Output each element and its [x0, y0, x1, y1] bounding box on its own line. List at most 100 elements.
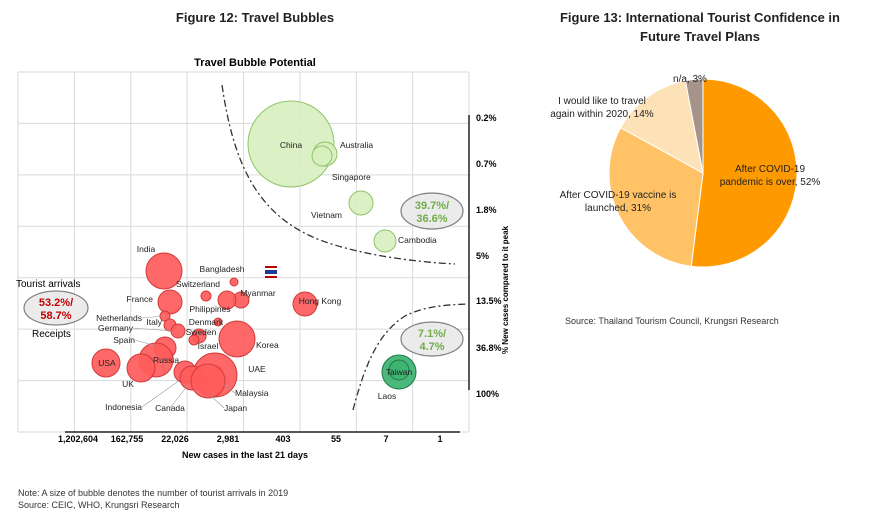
- y-axis-label: % New cases compared to it peak: [501, 225, 510, 354]
- label-china: China: [280, 140, 302, 150]
- leader-line: [169, 384, 189, 409]
- bubble-usa: [91, 348, 121, 378]
- label-netherlands: Netherlands: [96, 313, 142, 323]
- bubbles-layer: [91, 100, 417, 399]
- x-axis-label: New cases in the last 21 days: [182, 450, 308, 460]
- tourist-arrivals-label: Tourist arrivals: [16, 279, 80, 290]
- y-tick-label: 5%: [476, 251, 489, 261]
- y-tick-label: 100%: [476, 389, 499, 399]
- label-sweden: Sweden: [186, 327, 217, 337]
- annotation-lower-line2: 4.7%: [419, 341, 444, 353]
- leader-line: [134, 339, 157, 347]
- bubble-singapore: [311, 145, 333, 167]
- pie-labels: After COVID-19 pandemic is over, 52% After…: [550, 74, 820, 214]
- bubble-france: [157, 289, 183, 315]
- label-denmark: Denmark: [189, 317, 224, 327]
- annotation-thailand-oval: [23, 290, 89, 326]
- pie-slices: [608, 78, 798, 268]
- y-tick-label: 0.7%: [476, 159, 497, 169]
- pie-label-0: pandemic is over, 52%: [720, 177, 821, 188]
- label-vietnam: Vietnam: [311, 210, 342, 220]
- label-uae: UAE: [248, 364, 266, 374]
- bubble-uk: [126, 353, 156, 383]
- fig13-source: Source: Thailand Tourism Council, Krungs…: [565, 316, 779, 326]
- x-tick-label: 7: [383, 434, 388, 444]
- label-bangladesh: Bangladesh: [200, 264, 245, 274]
- label-malaysia: Malaysia: [235, 388, 269, 398]
- bubble-china: [247, 100, 335, 188]
- leader-line: [223, 384, 236, 394]
- label-philippines: Philippines: [189, 304, 230, 314]
- bubble-hong-kong: [292, 291, 318, 317]
- label-singapore: Singapore: [332, 172, 371, 182]
- x-tick-label: 55: [331, 434, 341, 444]
- bubble-denmark: [213, 317, 223, 327]
- bubble-switzerland: [200, 290, 212, 302]
- label-australia: Australia: [340, 140, 373, 150]
- pie-slice-after-covid-19-pandemic-is-over: [690, 78, 798, 268]
- label-myanmar: Myanmar: [240, 288, 276, 298]
- bubble-chart: Travel Bubble Potential China Australia Si…: [16, 57, 510, 460]
- label-indonesia: Indonesia: [105, 402, 142, 412]
- bubble-india: [145, 252, 183, 290]
- bubble-japan: [190, 363, 226, 399]
- leader-line: [141, 315, 166, 319]
- annotation-thailand-line2: 58.7%: [40, 310, 71, 322]
- label-israel: Israel: [198, 341, 219, 351]
- fig13-title-line2: Future Travel Plans: [640, 29, 760, 44]
- pie-label-3: n/a, 3%: [673, 74, 707, 85]
- label-korea: Korea: [256, 340, 279, 350]
- annotation-upper-line2: 36.6%: [416, 213, 447, 225]
- annotation-upper-oval: [400, 192, 464, 230]
- x-tick-label: 403: [275, 434, 290, 444]
- fig12-note: Note: A size of bubble denotes the numbe…: [18, 488, 289, 498]
- label-laos: Laos: [378, 391, 396, 401]
- pie-slice-i-would-like-to-travel-again-within-2020: [619, 80, 704, 174]
- pie-label-0: After COVID-19: [735, 164, 805, 175]
- label-japan: Japan: [224, 403, 247, 413]
- annotation-thailand-line1: 53.2%/: [39, 297, 73, 309]
- flag-stripe: [265, 270, 277, 274]
- bubble-vietnam: [348, 190, 374, 216]
- pie-label-1: launched, 31%: [585, 203, 651, 214]
- leader-line: [132, 327, 173, 332]
- y-tick-label: 1.8%: [476, 205, 497, 215]
- lower-threshold-curve: [352, 303, 469, 411]
- pie-label-1: After COVID-19 vaccine is: [560, 190, 677, 201]
- flag-stripe: [265, 268, 277, 270]
- bubble-chart-title: Travel Bubble Potential: [194, 57, 316, 69]
- pie-slice-after-covid-19-vaccine-is-launched: [608, 127, 704, 267]
- label-france: France: [127, 294, 154, 304]
- label-hong-kong: Hong Kong: [299, 296, 342, 306]
- label-russia: Russia: [153, 355, 179, 365]
- fig13-title: Figure 13: International Tourist Confide…: [540, 8, 860, 46]
- axes-layer: 1,202,604 162,755 22,026 2,981 403 55 7 1 0.2% 0.…: [58, 113, 502, 444]
- y-tick-label: 13.5%: [476, 296, 502, 306]
- label-india: India: [137, 244, 156, 254]
- upper-threshold-curve: [221, 84, 456, 265]
- pie-chart: After COVID-19 pandemic is over, 52% After…: [550, 74, 820, 268]
- label-taiwan: Taiwan: [386, 367, 413, 377]
- y-tick-label: 36.8%: [476, 343, 502, 353]
- bubble-korea: [218, 320, 256, 358]
- leader-line: [141, 379, 181, 408]
- bubble-philippines: [217, 290, 237, 310]
- annotation-lower-oval: [400, 321, 464, 357]
- flag-stripe: [265, 276, 277, 278]
- threshold-curves: [221, 84, 469, 411]
- fig12-title: Figure 12: Travel Bubbles: [175, 10, 335, 25]
- label-germany: Germany: [98, 323, 134, 333]
- thailand-flag-icon: [265, 266, 277, 278]
- bubble-cambodia: [373, 229, 397, 253]
- bubble-labels: China Australia Singapore Vietnam Cambodia In…: [16, 140, 464, 413]
- x-tick-label: 1,202,604: [58, 434, 98, 444]
- x-tick-label: 2,981: [217, 434, 240, 444]
- pie-label-2: again within 2020, 14%: [550, 109, 654, 120]
- label-switzerland: Switzerland: [176, 279, 220, 289]
- receipts-label: Receipts: [32, 329, 71, 340]
- bubble-laos: [388, 359, 410, 381]
- x-tick-label: 22,026: [161, 434, 189, 444]
- label-italy: Italy: [146, 317, 162, 327]
- label-cambodia: Cambodia: [398, 235, 437, 245]
- bubble-germany: [170, 323, 186, 339]
